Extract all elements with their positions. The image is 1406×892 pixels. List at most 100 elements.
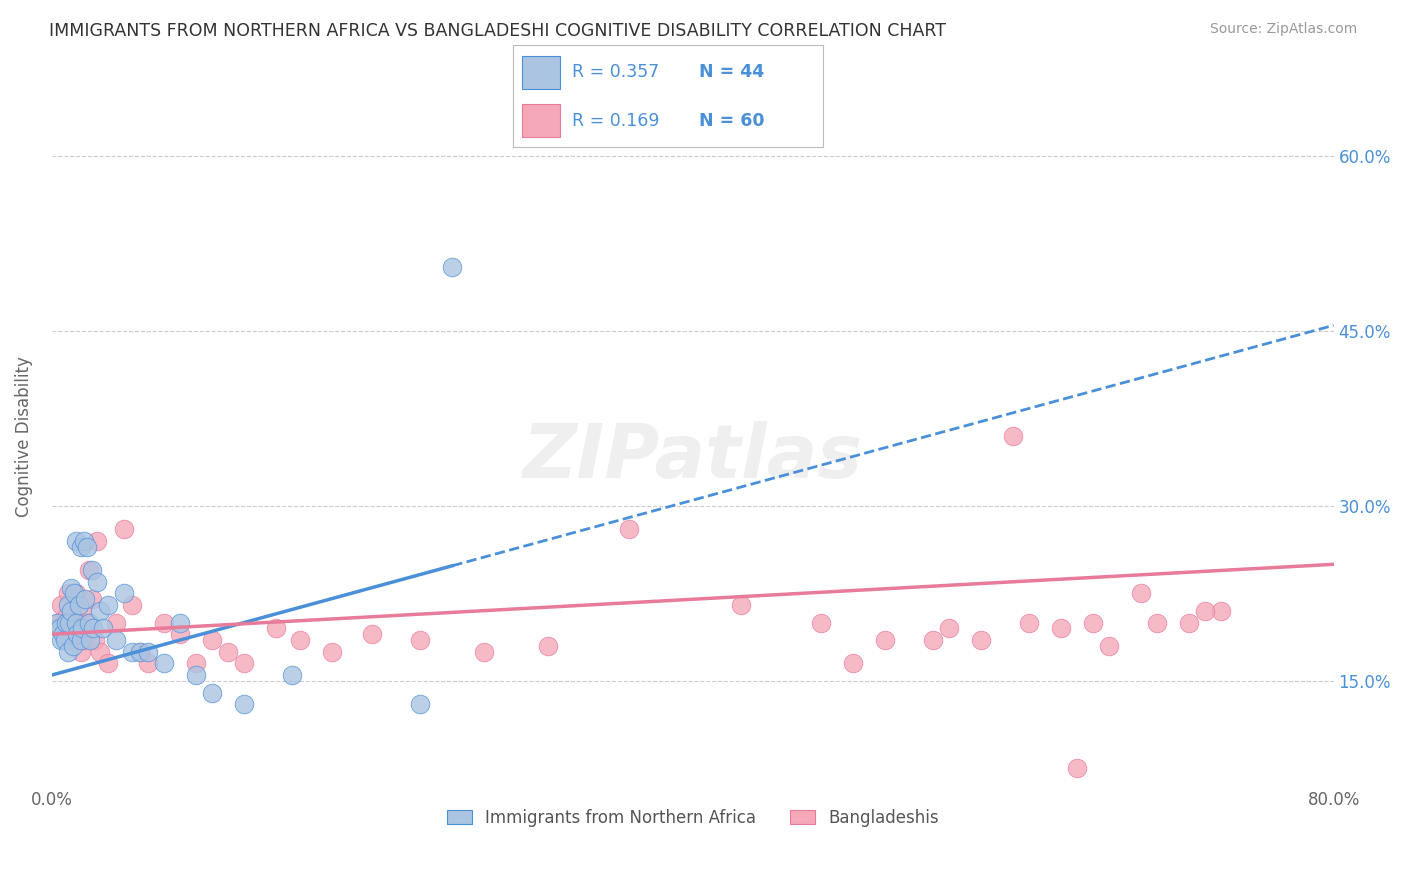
Point (1211, 604, 1233, 618)
Point (52, 627, 75, 641)
Point (75, 592, 97, 607)
Bar (523, 104, 560, 137)
Point (76, 540, 98, 554)
Point (51, 598, 73, 612)
Point (321, 645, 343, 659)
Point (69, 633, 91, 648)
Point (112, 586, 135, 600)
Point (136, 645, 159, 659)
Point (66, 627, 89, 641)
Point (730, 598, 752, 612)
Point (65, 533, 87, 548)
Text: R = 0.357: R = 0.357 (572, 63, 659, 81)
Point (84, 633, 107, 648)
Point (97, 598, 120, 612)
Point (58, 627, 80, 641)
Point (281, 668, 304, 682)
Point (53, 615, 76, 630)
Point (82, 622, 104, 636)
Text: N = 44: N = 44 (699, 63, 763, 81)
Point (59, 581, 82, 595)
Point (201, 633, 224, 648)
Point (1130, 586, 1153, 600)
Point (70, 604, 93, 618)
Point (1083, 615, 1105, 630)
Point (56, 598, 79, 612)
Point (361, 627, 384, 641)
Point (58, 615, 80, 630)
Legend: Immigrants from Northern Africa, Bangladeshis: Immigrants from Northern Africa, Banglad… (440, 802, 945, 833)
Point (121, 598, 143, 612)
Point (77, 615, 100, 630)
Point (62, 609, 84, 624)
Point (1050, 622, 1073, 636)
Point (51, 633, 73, 648)
Point (184, 668, 207, 682)
Point (617, 522, 640, 536)
Point (73, 633, 96, 648)
Point (128, 645, 150, 659)
Point (121, 645, 143, 659)
Point (77, 563, 100, 577)
Point (80, 592, 103, 607)
Point (409, 697, 432, 711)
Point (441, 260, 464, 274)
Point (62, 639, 84, 653)
Point (86, 533, 108, 548)
Point (89, 604, 111, 618)
Point (49, 622, 72, 636)
Point (153, 615, 176, 630)
Point (474, 645, 496, 659)
Point (80, 563, 103, 577)
Point (1178, 615, 1201, 630)
Point (53, 633, 76, 648)
Text: R = 0.169: R = 0.169 (572, 112, 659, 129)
Point (69, 540, 91, 554)
Point (842, 657, 865, 671)
Point (45, 615, 67, 630)
Point (217, 645, 239, 659)
Point (59, 604, 82, 618)
Point (1146, 615, 1168, 630)
Point (56, 586, 79, 600)
Point (810, 615, 832, 630)
Point (97, 657, 120, 671)
Text: ZIPatlas: ZIPatlas (523, 420, 863, 493)
Point (970, 633, 993, 648)
Point (128, 645, 150, 659)
Point (873, 633, 896, 648)
Point (537, 639, 560, 653)
Point (136, 657, 159, 671)
Point (112, 522, 135, 536)
Text: IMMIGRANTS FROM NORTHERN AFRICA VS BANGLADESHI COGNITIVE DISABILITY CORRELATION : IMMIGRANTS FROM NORTHERN AFRICA VS BANGL… (49, 22, 946, 40)
Point (66, 627, 89, 641)
Point (91, 622, 114, 636)
Point (67, 598, 90, 612)
Point (1002, 429, 1025, 443)
Text: N = 60: N = 60 (699, 112, 765, 129)
Point (73, 533, 96, 548)
Point (169, 627, 191, 641)
Y-axis label: Cognitive Disability: Cognitive Disability (15, 356, 32, 516)
Point (938, 622, 960, 636)
Point (86, 574, 108, 589)
Point (233, 697, 256, 711)
Point (288, 633, 311, 648)
Point (169, 615, 191, 630)
Text: Source: ZipAtlas.com: Source: ZipAtlas.com (1209, 22, 1357, 37)
Point (56, 645, 79, 659)
Point (153, 657, 176, 671)
Point (79, 633, 101, 648)
Point (65, 615, 87, 630)
Point (264, 622, 287, 636)
Point (76, 615, 98, 630)
Point (45, 615, 67, 630)
Point (233, 657, 256, 671)
Point (184, 657, 207, 671)
Point (89, 645, 111, 659)
Point (1066, 761, 1088, 775)
Point (55, 609, 77, 624)
Point (70, 622, 93, 636)
Point (49, 622, 72, 636)
Point (67, 622, 90, 636)
